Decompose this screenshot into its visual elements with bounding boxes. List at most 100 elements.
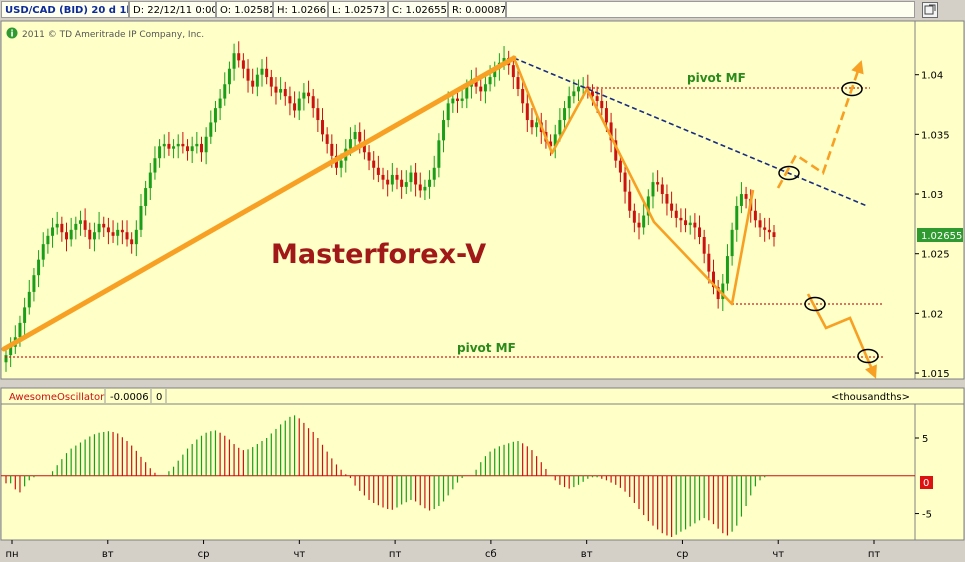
candle xyxy=(753,210,757,221)
candle xyxy=(684,220,688,226)
candle xyxy=(618,160,622,173)
last-price-tag xyxy=(917,228,963,242)
candle xyxy=(404,182,408,187)
chart-settings-icon[interactable] xyxy=(922,2,938,18)
price-tick-label: 1.02 xyxy=(921,309,943,320)
candle xyxy=(558,120,562,135)
candle xyxy=(572,91,576,97)
candle xyxy=(255,74,259,87)
candle xyxy=(27,291,31,308)
candle xyxy=(628,191,632,211)
candle xyxy=(4,355,8,363)
candle xyxy=(423,186,427,191)
candle xyxy=(102,223,106,228)
info-icon[interactable]: i xyxy=(6,27,18,40)
candle xyxy=(758,220,762,228)
oscillator-panel[interactable] xyxy=(0,403,916,541)
candle xyxy=(735,205,739,230)
candle xyxy=(23,307,27,323)
candle xyxy=(604,108,608,123)
candle xyxy=(37,259,41,276)
candle xyxy=(293,103,297,111)
pivot-label-bottom: pivot MF xyxy=(457,341,516,355)
candle xyxy=(358,131,362,142)
candle xyxy=(167,143,171,149)
oscillator-header-bar xyxy=(0,387,965,405)
candle xyxy=(767,229,771,233)
time-tick-label: вт xyxy=(102,549,114,560)
time-tick-label: пн xyxy=(5,549,18,560)
candle xyxy=(521,89,525,104)
candle xyxy=(51,227,55,236)
candle xyxy=(362,141,366,153)
candle xyxy=(679,217,683,221)
candle xyxy=(325,134,329,144)
candle xyxy=(69,229,73,240)
candle xyxy=(60,223,64,233)
candle xyxy=(590,91,594,97)
candle xyxy=(321,120,325,135)
candle xyxy=(442,120,446,141)
candle xyxy=(372,160,376,168)
price-tick-label: 1.04 xyxy=(921,71,943,82)
indicator-name: AwesomeOscillator xyxy=(9,392,105,403)
candle xyxy=(130,239,134,245)
candle xyxy=(18,322,22,338)
oscillator-bars-layer xyxy=(1,415,915,537)
price-tick-label: 1.015 xyxy=(921,369,950,380)
candle xyxy=(227,68,231,85)
analysis-overlay xyxy=(1,55,885,379)
candle xyxy=(711,271,715,288)
low-label: L: 1.02573 xyxy=(328,1,388,18)
candle xyxy=(474,79,478,87)
candle xyxy=(83,220,87,230)
candle xyxy=(353,131,357,140)
price-panel[interactable] xyxy=(0,20,916,380)
candle xyxy=(390,174,394,185)
candle xyxy=(279,89,283,93)
candle xyxy=(525,103,529,121)
candle xyxy=(502,57,506,63)
candle xyxy=(288,96,292,104)
candle xyxy=(302,92,306,99)
candle xyxy=(204,136,208,153)
candle xyxy=(432,167,436,180)
candle xyxy=(65,232,69,240)
candle xyxy=(395,174,399,180)
candle xyxy=(237,53,241,61)
candle xyxy=(92,232,96,240)
date-label: D: 22/12/11 0:00 xyxy=(129,1,216,18)
candle xyxy=(283,89,287,97)
candle xyxy=(316,108,320,121)
time-tick-label: чт xyxy=(293,549,305,560)
time-tick-label: пт xyxy=(389,549,402,560)
time-tick-label: вт xyxy=(581,549,593,560)
candle xyxy=(563,108,567,121)
candle xyxy=(651,182,655,197)
candle xyxy=(348,139,352,149)
symbol-label[interactable]: USD/CAD (BID) 20 d 1h xyxy=(1,1,129,18)
candle xyxy=(400,179,404,187)
candle xyxy=(600,100,604,109)
pivot-label-top: pivot MF xyxy=(687,71,746,85)
candle xyxy=(642,215,646,228)
candle xyxy=(623,172,627,192)
last-price-label: 1.02655 xyxy=(921,231,962,242)
candle xyxy=(660,184,664,195)
candle xyxy=(418,184,422,191)
candle xyxy=(549,141,553,147)
candle xyxy=(162,143,166,147)
candle xyxy=(460,98,464,101)
candle xyxy=(158,146,162,159)
oscillator-axis-ticks: 5 -5 xyxy=(915,434,932,521)
candle xyxy=(367,152,371,161)
candle xyxy=(553,134,557,147)
candle xyxy=(693,222,697,228)
candle xyxy=(106,227,110,233)
candle xyxy=(265,68,269,78)
candle xyxy=(386,179,390,185)
candle xyxy=(297,98,301,111)
candle xyxy=(32,275,36,292)
candle xyxy=(218,98,222,109)
candle xyxy=(465,86,469,99)
